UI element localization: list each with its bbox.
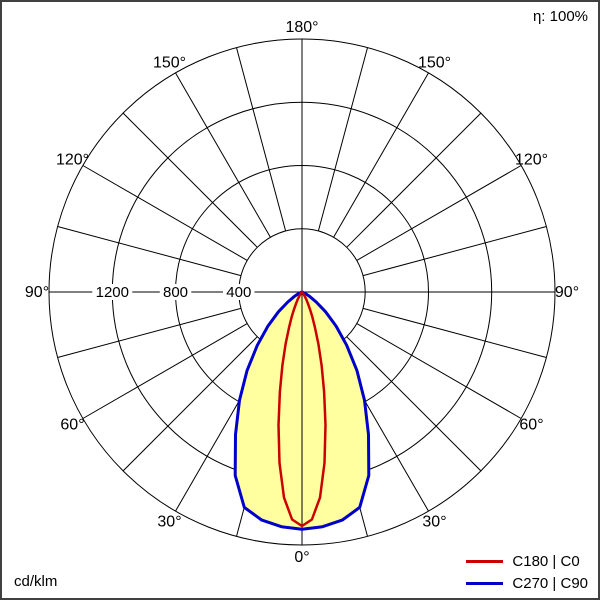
grid-spoke-165: [317, 47, 368, 232]
unit-label: cd/klm: [14, 573, 58, 590]
grid-spoke-210: [175, 72, 271, 238]
angle-label-150-left: 150°: [153, 55, 186, 72]
curve-c180c0: [277, 290, 327, 528]
angle-label-60-left: 60°: [60, 417, 84, 434]
tick-label-bg-400: [223, 284, 255, 300]
legend-label-c90: C270 | C90: [512, 575, 588, 592]
tick-label-bg-800: [159, 284, 192, 300]
legend-item-c0: C180 | C0: [466, 553, 588, 570]
grid-spoke-105: [362, 226, 547, 277]
angle-label-120-left: 120°: [56, 152, 89, 169]
legend: C180 | C0 C270 | C90: [466, 553, 588, 592]
angle-label-30-left: 30°: [157, 514, 181, 531]
grid-spoke-300: [82, 323, 248, 419]
angle-label-60-right: 60°: [519, 417, 543, 434]
grid-spoke-195: [236, 47, 287, 232]
tick-label-800: 800: [163, 284, 188, 301]
grid-spoke-120: [356, 165, 522, 261]
curve-c270c90: [233, 290, 371, 531]
grid-spoke-60: [356, 323, 522, 419]
grid-spoke-225: [122, 112, 258, 248]
legend-item-c90: C270 | C90: [466, 575, 588, 592]
angle-label-0: 0°: [294, 549, 309, 566]
grid-spoke-255: [57, 226, 242, 277]
grid-spoke-75: [362, 307, 547, 358]
efficiency-label: η: 100%: [532, 8, 588, 25]
tick-label-bg-1200: [92, 284, 133, 300]
grid-spoke-285: [57, 307, 242, 358]
grid-spoke-45: [346, 336, 482, 472]
angle-label-120-right: 120°: [515, 152, 548, 169]
legend-swatch-c90-line: [466, 582, 504, 585]
grid-spoke-315: [122, 336, 258, 472]
angle-label-90-right: 90°: [555, 284, 579, 301]
tick-label-1200: 1200: [96, 284, 129, 301]
angle-label-30-right: 30°: [422, 514, 446, 531]
angle-label-180: 180°: [285, 19, 318, 36]
legend-label-c0: C180 | C0: [512, 553, 580, 570]
angle-label-150-right: 150°: [418, 55, 451, 72]
legend-swatch-c0-line: [466, 560, 504, 563]
grid-spoke-135: [346, 112, 482, 248]
grid-spoke-240: [82, 165, 248, 261]
angle-label-90-left: 90°: [25, 284, 49, 301]
tick-label-400: 400: [226, 284, 251, 301]
grid-spoke-150: [333, 72, 429, 238]
